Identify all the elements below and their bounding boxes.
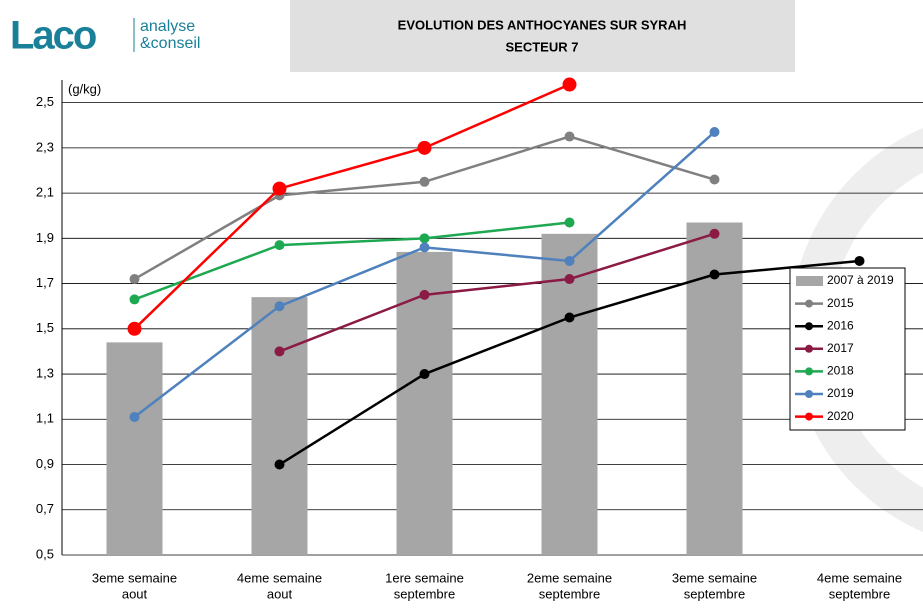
- bar: [251, 297, 308, 555]
- y-tick-label: 1,7: [36, 275, 54, 290]
- point: [709, 269, 720, 280]
- logo-tagline: analyse: [140, 18, 195, 35]
- legend-label: 2016: [827, 318, 854, 332]
- y-tick-label: 0,7: [36, 501, 54, 516]
- legend-label: 2007 à 2019: [827, 273, 894, 287]
- line: [279, 232, 715, 353]
- y-tick-label: 2,5: [36, 94, 54, 109]
- x-tick-label: 1ere semaine: [385, 570, 464, 585]
- point: [274, 459, 285, 470]
- legend-label: 2019: [827, 386, 854, 400]
- legend-label: 2015: [827, 296, 854, 310]
- point: [419, 242, 430, 253]
- y-tick-label: 0,5: [36, 546, 54, 561]
- x-tick-label: 3eme semaine: [92, 570, 177, 585]
- x-tick-label: septembre: [539, 586, 600, 601]
- legend-label: 2020: [827, 409, 854, 423]
- point: [854, 255, 865, 266]
- point: [419, 176, 430, 187]
- y-axis-label: (g/kg): [68, 81, 101, 96]
- point: [564, 131, 575, 142]
- point: [417, 140, 432, 155]
- x-tick-label: aout: [267, 586, 293, 601]
- x-tick-label: 4eme semaine: [237, 570, 322, 585]
- legend-swatch: [796, 276, 823, 286]
- y-tick-label: 1,3: [36, 365, 54, 380]
- point: [419, 233, 430, 244]
- x-tick-label: 3eme semaine: [672, 570, 757, 585]
- y-tick-label: 1,5: [36, 320, 54, 335]
- legend-swatch: [805, 344, 813, 353]
- point: [274, 240, 285, 251]
- point: [419, 289, 430, 300]
- bar: [106, 342, 163, 555]
- point: [129, 294, 140, 305]
- x-tick-label: septembre: [684, 586, 745, 601]
- point: [129, 274, 140, 285]
- x-tick-label: aout: [122, 586, 148, 601]
- legend-swatch: [805, 367, 813, 376]
- point: [127, 321, 142, 336]
- legend-swatch: [805, 299, 813, 308]
- legend-label: 2018: [827, 364, 854, 378]
- y-tick-label: 2,3: [36, 139, 54, 154]
- legend-label: 2017: [827, 341, 854, 355]
- x-tick-label: 4eme semaine: [817, 570, 902, 585]
- point: [564, 255, 575, 266]
- legend-swatch: [805, 322, 813, 331]
- title-box: [290, 0, 795, 72]
- y-tick-label: 1,1: [36, 411, 54, 426]
- point: [419, 369, 430, 380]
- logo-name: Laco: [10, 14, 96, 58]
- bar: [541, 233, 598, 556]
- line: [133, 83, 571, 330]
- chart-subtitle: SECTEUR 7: [506, 39, 579, 54]
- point: [272, 181, 287, 196]
- x-tick-label: septembre: [394, 586, 455, 601]
- point: [709, 228, 720, 239]
- chart-title: EVOLUTION DES ANTHOCYANES SUR SYRAH: [398, 17, 687, 32]
- x-tick-label: septembre: [829, 586, 890, 601]
- point: [709, 174, 720, 185]
- line: [134, 221, 570, 301]
- point: [274, 301, 285, 312]
- y-tick-label: 0,9: [36, 456, 54, 471]
- point: [129, 412, 140, 423]
- x-tick-label: 2eme semaine: [527, 570, 612, 585]
- point: [709, 127, 720, 138]
- point: [562, 77, 577, 92]
- point: [564, 312, 575, 323]
- point: [564, 217, 575, 228]
- point: [274, 346, 285, 357]
- legend-swatch: [805, 390, 813, 398]
- logo-tagline: &conseil: [140, 35, 200, 52]
- y-tick-label: 2,1: [36, 185, 54, 200]
- legend-swatch: [805, 412, 813, 421]
- point: [564, 274, 575, 285]
- y-tick-label: 1,9: [36, 230, 54, 245]
